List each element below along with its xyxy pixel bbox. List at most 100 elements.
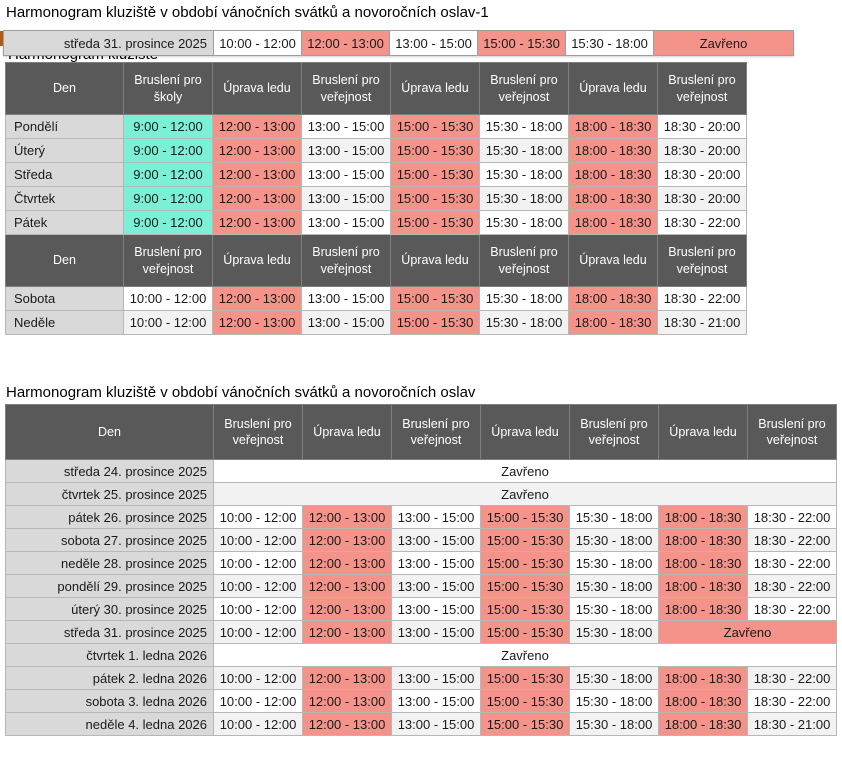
time-cell[interactable]: 13:00 - 15:00 bbox=[301, 138, 391, 163]
time-cell[interactable]: 15:00 - 15:30 bbox=[390, 210, 480, 235]
column-header[interactable]: Bruslení pro veřejnost bbox=[301, 234, 391, 287]
time-cell[interactable]: 18:00 - 18:30 bbox=[658, 712, 748, 736]
time-cell[interactable]: 15:30 - 18:00 bbox=[569, 551, 659, 575]
time-cell[interactable]: 12:00 - 13:00 bbox=[302, 528, 392, 552]
time-cell[interactable]: 13:00 - 15:00 bbox=[391, 666, 481, 690]
column-header[interactable]: Den bbox=[5, 404, 214, 460]
time-cell[interactable]: 12:00 - 13:00 bbox=[302, 666, 392, 690]
time-cell[interactable]: 18:00 - 18:30 bbox=[658, 528, 748, 552]
time-cell[interactable]: 18:30 - 21:00 bbox=[747, 712, 837, 736]
time-cell[interactable]: 12:00 - 13:00 bbox=[301, 30, 390, 56]
day-cell[interactable]: sobota 3. ledna 2026 bbox=[5, 689, 214, 713]
time-cell[interactable]: 12:00 - 13:00 bbox=[302, 505, 392, 529]
day-cell[interactable]: Sobota bbox=[5, 286, 124, 311]
time-cell[interactable]: 15:00 - 15:30 bbox=[477, 30, 566, 56]
time-cell[interactable]: 13:00 - 15:00 bbox=[391, 551, 481, 575]
time-cell[interactable]: 18:30 - 22:00 bbox=[747, 574, 837, 598]
time-cell[interactable]: 15:00 - 15:30 bbox=[390, 286, 480, 311]
column-header[interactable]: Úprava ledu bbox=[390, 234, 480, 287]
time-cell[interactable]: 15:00 - 15:30 bbox=[480, 528, 570, 552]
time-cell[interactable]: 13:00 - 15:00 bbox=[391, 574, 481, 598]
day-cell[interactable]: Čtvrtek bbox=[5, 186, 124, 211]
time-cell[interactable]: 15:30 - 18:00 bbox=[569, 666, 659, 690]
time-cell[interactable]: 18:30 - 22:00 bbox=[747, 528, 837, 552]
time-cell[interactable]: 18:30 - 20:00 bbox=[657, 186, 747, 211]
time-cell[interactable]: 18:00 - 18:30 bbox=[568, 210, 658, 235]
time-cell[interactable]: 15:00 - 15:30 bbox=[390, 138, 480, 163]
time-cell[interactable]: 12:00 - 13:00 bbox=[302, 551, 392, 575]
column-header[interactable]: Bruslení pro veřejnost bbox=[301, 62, 391, 115]
time-cell[interactable]: 13:00 - 15:00 bbox=[391, 712, 481, 736]
column-header[interactable]: Úprava ledu bbox=[568, 234, 658, 287]
time-cell[interactable]: 18:30 - 20:00 bbox=[657, 114, 747, 139]
time-cell[interactable]: 15:30 - 18:00 bbox=[569, 574, 659, 598]
time-cell[interactable]: 15:30 - 18:00 bbox=[569, 528, 659, 552]
time-cell[interactable]: 12:00 - 13:00 bbox=[302, 574, 392, 598]
time-cell[interactable]: 15:30 - 18:00 bbox=[479, 114, 569, 139]
time-cell[interactable]: 13:00 - 15:00 bbox=[301, 162, 391, 187]
time-cell[interactable]: 18:00 - 18:30 bbox=[568, 114, 658, 139]
time-cell[interactable]: 18:00 - 18:30 bbox=[658, 689, 748, 713]
time-cell[interactable]: 9:00 - 12:00 bbox=[123, 186, 213, 211]
closed-cell[interactable]: Zavřeno bbox=[213, 482, 837, 506]
day-cell[interactable]: pátek 2. ledna 2026 bbox=[5, 666, 214, 690]
day-cell[interactable]: Středa bbox=[5, 162, 124, 187]
column-header[interactable]: Bruslení pro veřejnost bbox=[657, 62, 747, 115]
day-cell[interactable]: pondělí 29. prosince 2025 bbox=[5, 574, 214, 598]
time-cell[interactable]: 10:00 - 12:00 bbox=[123, 286, 213, 311]
time-cell[interactable]: 9:00 - 12:00 bbox=[123, 138, 213, 163]
time-cell[interactable]: 9:00 - 12:00 bbox=[123, 162, 213, 187]
column-header[interactable]: Bruslení pro veřejnost bbox=[747, 404, 837, 460]
column-header[interactable]: Bruslení pro veřejnost bbox=[569, 404, 659, 460]
time-cell[interactable]: 18:30 - 22:00 bbox=[657, 286, 747, 311]
column-header[interactable]: Úprava ledu bbox=[480, 404, 570, 460]
time-cell[interactable]: 12:00 - 13:00 bbox=[302, 620, 392, 644]
time-cell[interactable]: 10:00 - 12:00 bbox=[213, 551, 303, 575]
column-header[interactable]: Úprava ledu bbox=[212, 62, 302, 115]
time-cell[interactable]: 15:00 - 15:30 bbox=[480, 666, 570, 690]
day-cell[interactable]: Neděle bbox=[5, 310, 124, 335]
column-header[interactable]: Den bbox=[5, 62, 124, 115]
time-cell[interactable]: 15:30 - 18:00 bbox=[569, 620, 659, 644]
time-cell[interactable]: 15:30 - 18:00 bbox=[479, 286, 569, 311]
time-cell[interactable]: 10:00 - 12:00 bbox=[213, 574, 303, 598]
time-cell[interactable]: 15:30 - 18:00 bbox=[569, 597, 659, 621]
time-cell[interactable]: 15:00 - 15:30 bbox=[480, 597, 570, 621]
column-header[interactable]: Úprava ledu bbox=[212, 234, 302, 287]
column-header[interactable]: Úprava ledu bbox=[658, 404, 748, 460]
time-cell[interactable]: 13:00 - 15:00 bbox=[391, 689, 481, 713]
time-cell[interactable]: 13:00 - 15:00 bbox=[301, 310, 391, 335]
day-cell[interactable]: sobota 27. prosince 2025 bbox=[5, 528, 214, 552]
time-cell[interactable]: 13:00 - 15:00 bbox=[391, 528, 481, 552]
time-cell[interactable]: 15:00 - 15:30 bbox=[390, 114, 480, 139]
time-cell[interactable]: 12:00 - 13:00 bbox=[212, 186, 302, 211]
time-cell[interactable]: 10:00 - 12:00 bbox=[213, 528, 303, 552]
time-cell[interactable]: 13:00 - 15:00 bbox=[301, 210, 391, 235]
column-header[interactable]: Úprava ledu bbox=[390, 62, 480, 115]
time-cell[interactable]: 18:00 - 18:30 bbox=[658, 551, 748, 575]
time-cell[interactable]: 18:30 - 22:00 bbox=[747, 597, 837, 621]
time-cell[interactable]: 13:00 - 15:00 bbox=[389, 30, 478, 56]
time-cell[interactable]: 18:30 - 22:00 bbox=[747, 689, 837, 713]
time-cell[interactable]: 15:00 - 15:30 bbox=[480, 551, 570, 575]
time-cell[interactable]: 18:30 - 22:00 bbox=[747, 505, 837, 529]
time-cell[interactable]: 18:00 - 18:30 bbox=[658, 574, 748, 598]
time-cell[interactable]: 18:00 - 18:30 bbox=[568, 162, 658, 187]
column-header[interactable]: Bruslení pro veřejnost bbox=[123, 234, 213, 287]
time-cell[interactable]: 18:00 - 18:30 bbox=[568, 186, 658, 211]
time-cell[interactable]: 12:00 - 13:00 bbox=[212, 210, 302, 235]
time-cell[interactable]: 9:00 - 12:00 bbox=[123, 210, 213, 235]
time-cell[interactable]: 10:00 - 12:00 bbox=[213, 620, 303, 644]
time-cell[interactable]: 15:00 - 15:30 bbox=[390, 162, 480, 187]
closed-cell[interactable]: Zavřeno bbox=[658, 620, 837, 644]
time-cell[interactable]: 12:00 - 13:00 bbox=[212, 162, 302, 187]
time-cell[interactable]: 15:30 - 18:00 bbox=[479, 186, 569, 211]
day-cell[interactable]: čtvrtek 25. prosince 2025 bbox=[5, 482, 214, 506]
time-cell[interactable]: 15:00 - 15:30 bbox=[480, 689, 570, 713]
dragged-row[interactable]: středa 31. prosince 2025 10:00 - 12:00 12:… bbox=[3, 30, 794, 56]
time-cell[interactable]: 13:00 - 15:00 bbox=[391, 597, 481, 621]
time-cell[interactable]: 18:30 - 22:00 bbox=[747, 666, 837, 690]
time-cell[interactable]: 13:00 - 15:00 bbox=[301, 186, 391, 211]
time-cell[interactable]: 12:00 - 13:00 bbox=[212, 138, 302, 163]
day-cell[interactable]: středa 31. prosince 2025 bbox=[3, 30, 214, 56]
